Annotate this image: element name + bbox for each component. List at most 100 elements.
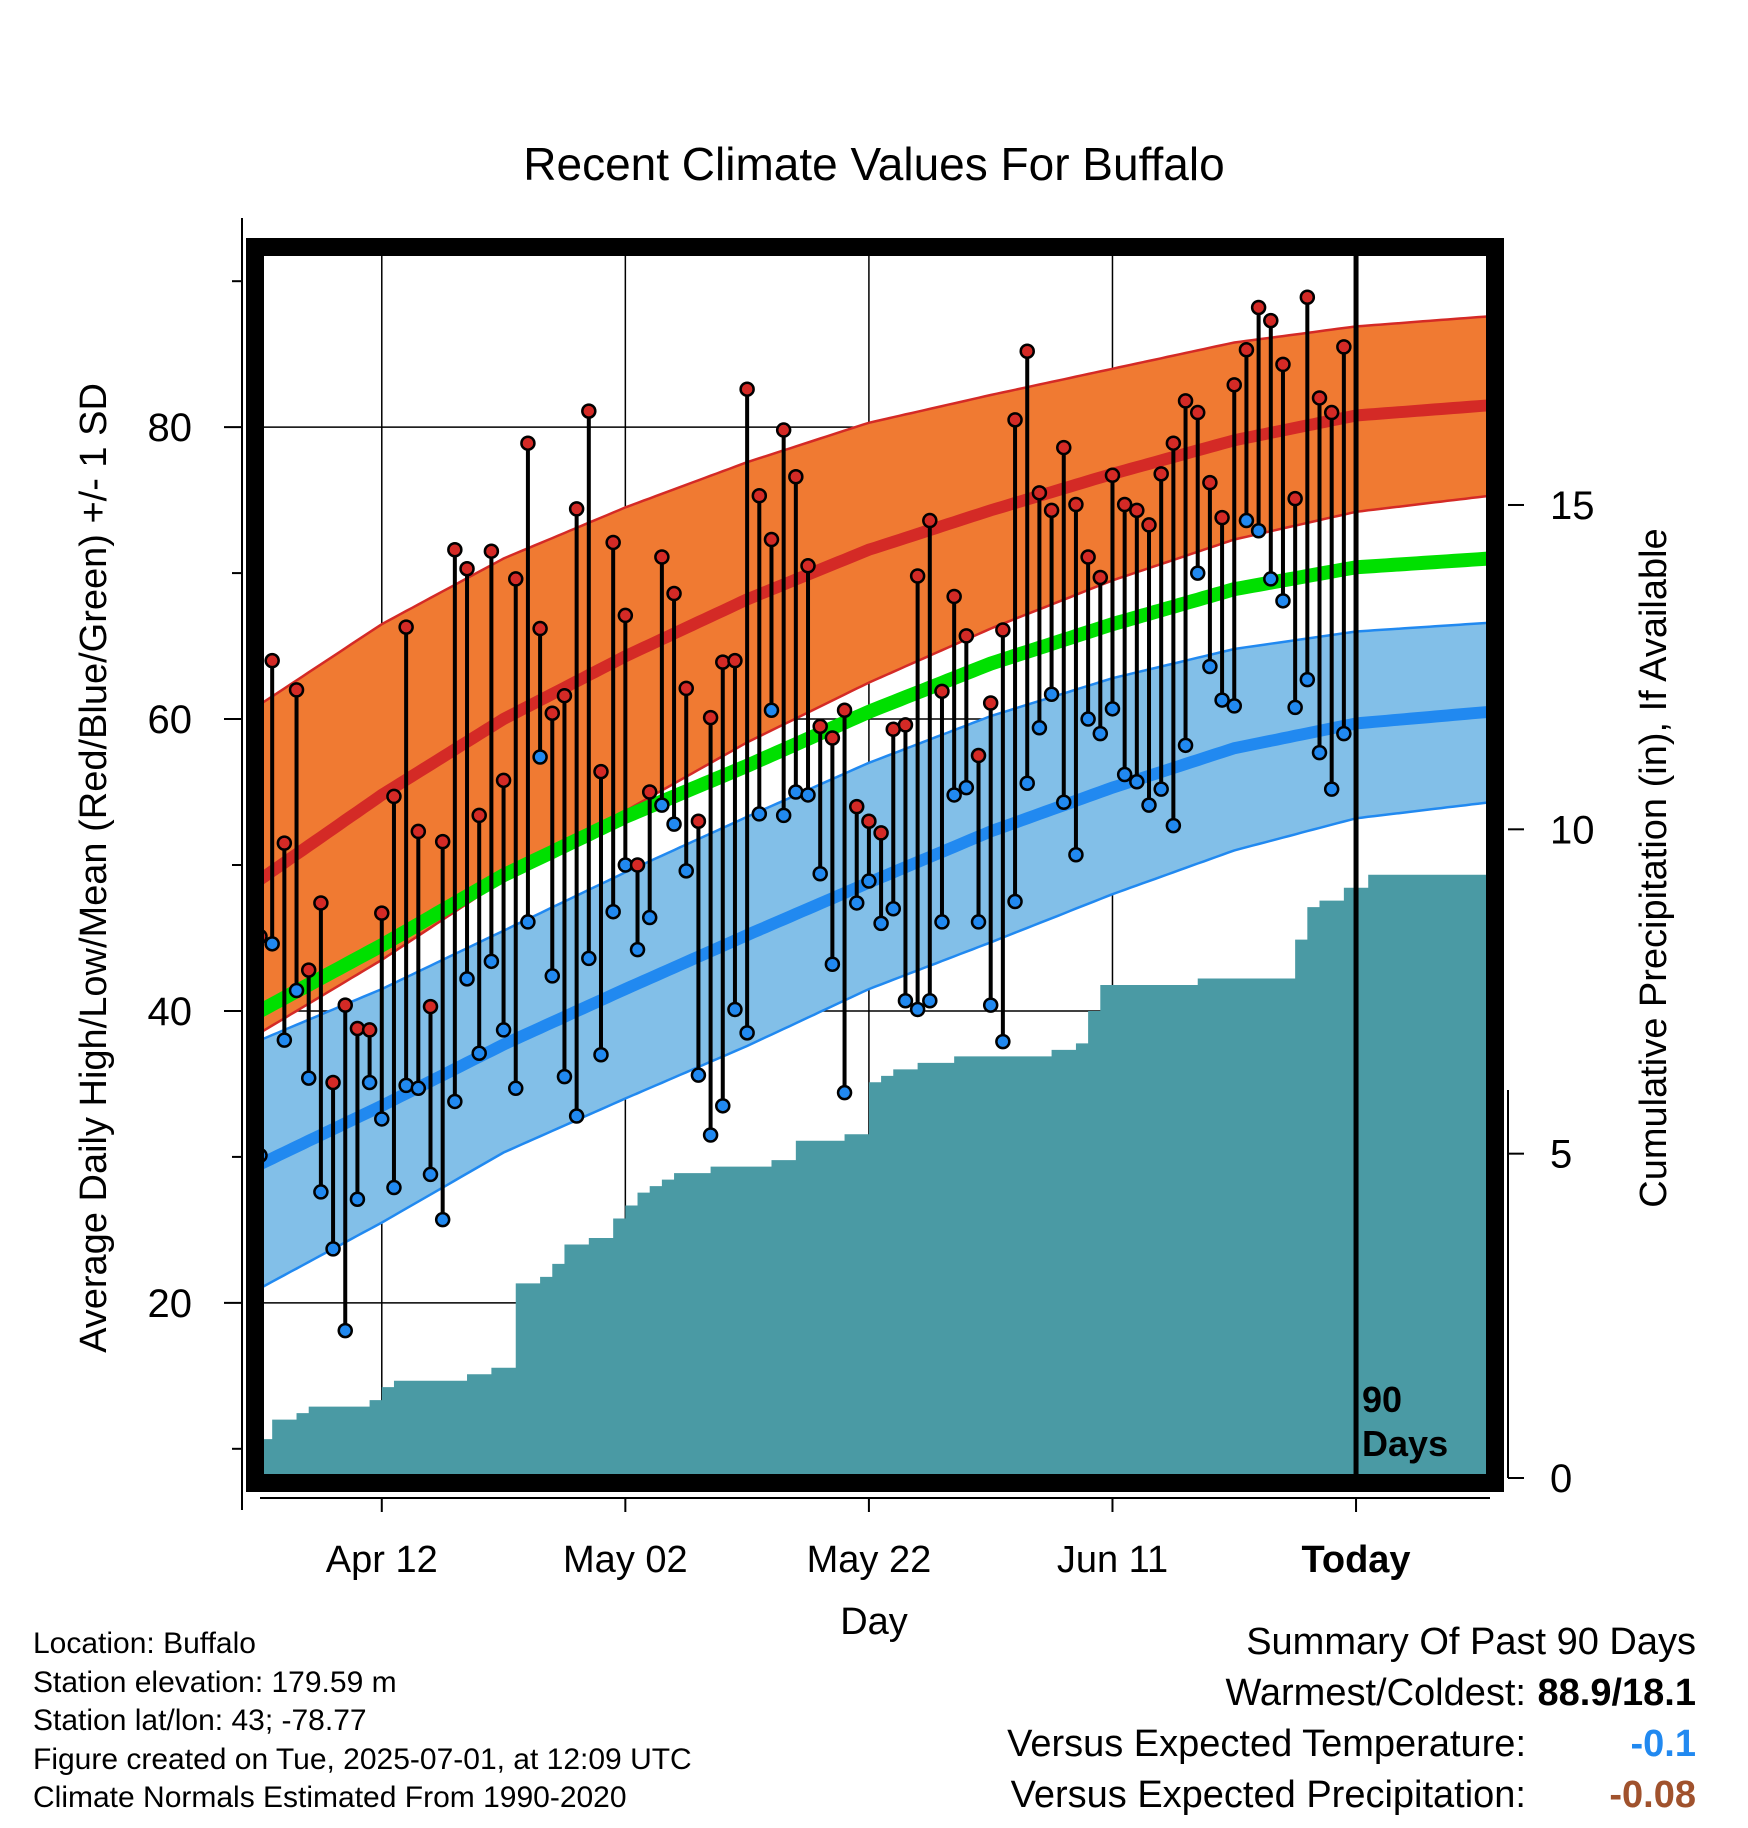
high-point <box>934 683 950 700</box>
low-point <box>1068 847 1084 863</box>
low-point <box>922 992 938 1009</box>
high-point <box>313 895 329 911</box>
high-point <box>264 652 280 669</box>
low-point <box>1336 725 1352 742</box>
low-point <box>1165 817 1182 834</box>
low-point <box>934 914 950 930</box>
latlon-text: Station lat/lon: 43; -78.77 <box>33 1704 367 1737</box>
low-point <box>1323 781 1340 797</box>
high-point <box>909 568 926 584</box>
high-point <box>459 560 475 577</box>
high-point <box>922 512 938 529</box>
low-point <box>739 1025 755 1041</box>
elevation-text: Station elevation: 179.59 m <box>33 1665 397 1699</box>
high-point <box>300 962 317 978</box>
temp-label: Versus Expected Temperature: <box>1007 1723 1526 1765</box>
low-point <box>1214 692 1230 708</box>
low-point <box>264 936 280 952</box>
high-point <box>800 558 816 574</box>
low-point <box>654 797 670 813</box>
high-point <box>1299 289 1316 305</box>
high-point <box>325 1074 341 1091</box>
y2-tick-label: 0 <box>1550 1457 1572 1501</box>
low-point <box>434 1211 451 1228</box>
low-point <box>970 914 987 930</box>
high-point <box>715 654 731 670</box>
high-point <box>495 772 512 789</box>
x-axis-label: Day <box>840 1601 908 1643</box>
precip-area <box>260 874 1490 1478</box>
high-point <box>483 543 500 559</box>
low-point <box>568 1108 585 1124</box>
low-point <box>410 1080 427 1097</box>
low-point <box>1250 523 1267 539</box>
low-point <box>300 1070 317 1086</box>
high-point <box>654 549 670 565</box>
low-point <box>1275 593 1291 609</box>
high-point <box>1287 490 1303 507</box>
y-tick-label: 80 <box>148 406 193 450</box>
high-point <box>507 571 524 587</box>
low-point <box>909 1001 926 1018</box>
y2-tick-label: 5 <box>1550 1133 1572 1177</box>
high-point <box>1056 439 1072 456</box>
today-annotation: 90 Days <box>1362 1379 1448 1464</box>
x-tick-label: May 22 <box>807 1539 932 1581</box>
low-point <box>1311 744 1328 761</box>
high-point <box>702 709 719 726</box>
low-point <box>349 1191 366 1207</box>
low-point <box>751 806 768 822</box>
high-point <box>1104 467 1121 484</box>
high-point <box>1263 312 1279 329</box>
high-point <box>897 717 914 733</box>
low-point <box>361 1074 378 1091</box>
x-tick-label: Jun 11 <box>1057 1539 1168 1581</box>
low-point <box>812 866 828 882</box>
chart-title: Recent Climate Values For Buffalo <box>523 138 1224 190</box>
high-point <box>982 695 999 711</box>
high-point <box>1068 496 1084 513</box>
low-point <box>678 863 694 879</box>
high-point <box>751 487 768 504</box>
warm-cold-row: Warmest/Coldest: 88.9/18.1 <box>1007 1668 1696 1719</box>
low-point <box>1104 701 1121 717</box>
x-tick-label: Apr 12 <box>326 1539 438 1581</box>
low-point <box>605 903 621 920</box>
high-point <box>556 687 573 704</box>
low-point <box>1116 766 1133 783</box>
high-point <box>1250 299 1267 316</box>
high-point <box>1177 393 1194 409</box>
low-point <box>471 1045 487 1062</box>
low-point <box>276 1032 293 1048</box>
low-point <box>763 702 780 719</box>
low-point <box>982 997 999 1013</box>
low-point <box>836 1084 853 1101</box>
high-point <box>605 534 621 551</box>
low-point <box>495 1022 512 1038</box>
low-point <box>788 784 804 800</box>
high-point <box>1043 502 1060 519</box>
y-tick-label: 20 <box>148 1282 193 1326</box>
high-sd-band <box>260 314 1490 1035</box>
high-point <box>836 702 853 719</box>
high-point <box>544 705 561 721</box>
summary-panel: Summary Of Past 90 Days Warmest/Coldest:… <box>1007 1617 1696 1821</box>
plot-content <box>260 252 1490 1478</box>
high-point <box>398 619 414 635</box>
low-point <box>544 968 561 984</box>
low-point <box>386 1179 402 1196</box>
high-point <box>775 422 792 438</box>
high-point <box>568 501 585 517</box>
low-point <box>520 914 536 930</box>
high-point <box>337 997 353 1013</box>
high-point <box>1153 466 1169 482</box>
low-point <box>641 909 658 926</box>
low-point <box>1238 512 1255 529</box>
low-point <box>1031 720 1048 736</box>
high-point <box>763 531 780 548</box>
low-point <box>593 1046 609 1063</box>
high-point <box>958 628 975 644</box>
high-point <box>970 747 987 764</box>
y2-axis-label: Cumulative Precipitation (in), If Availa… <box>1633 528 1675 1207</box>
low-point <box>459 971 475 987</box>
